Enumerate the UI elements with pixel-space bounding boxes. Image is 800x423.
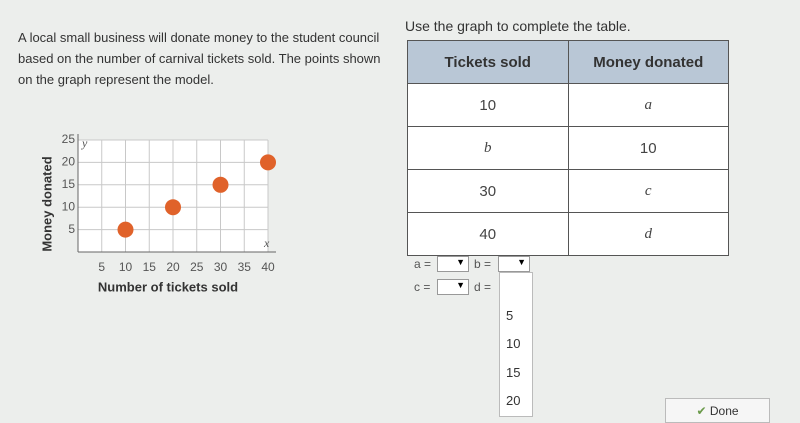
y-tick-label: 20 bbox=[62, 155, 76, 169]
y-tick-label: 15 bbox=[62, 177, 76, 191]
dropdown-option[interactable]: 5 bbox=[506, 308, 514, 323]
x-variable: x bbox=[263, 236, 270, 250]
x-tick-label: 15 bbox=[143, 260, 157, 274]
y-tick-label: 10 bbox=[62, 199, 76, 213]
dropdown-option[interactable]: 15 bbox=[506, 365, 521, 380]
y-tick-label: 25 bbox=[62, 132, 76, 146]
dropdown[interactable]: ▼ bbox=[498, 256, 530, 272]
instruction: Use the graph to complete the table. bbox=[405, 18, 631, 34]
table-cell: 30 bbox=[407, 169, 569, 213]
dropdown-option[interactable]: 20 bbox=[506, 393, 521, 408]
data-point bbox=[165, 199, 181, 216]
table-cell: b bbox=[407, 126, 569, 170]
problem-text: A local small business will donate money… bbox=[18, 30, 381, 87]
answer-label: b = bbox=[474, 257, 492, 271]
graph: 5 10 15 20 25 30 35 40 5 10 15 20 25 x y Number of tick… bbox=[39, 132, 276, 294]
data-point bbox=[212, 176, 229, 193]
table-cell: 40 bbox=[407, 212, 569, 256]
table-cell: 10 bbox=[567, 126, 729, 170]
dropdown-option[interactable]: 10 bbox=[506, 336, 521, 351]
x-tick-label: 25 bbox=[190, 260, 204, 274]
answer-label: a = bbox=[414, 257, 432, 271]
table-cell: c bbox=[567, 169, 729, 213]
data-point bbox=[260, 154, 276, 171]
y-tick-label: 5 bbox=[68, 222, 75, 236]
y-axis-label: Money donated bbox=[39, 156, 54, 251]
done-label: Done bbox=[709, 404, 739, 418]
answer-label: d = bbox=[474, 280, 492, 294]
x-tick-label: 40 bbox=[261, 260, 275, 274]
table-header: Tickets sold bbox=[407, 40, 569, 84]
x-axis-label: Number of tickets sold bbox=[98, 279, 238, 294]
done-button[interactable]: ✔ Done bbox=[665, 398, 770, 423]
answer-label: c = bbox=[414, 280, 431, 294]
table-cell: d bbox=[567, 212, 729, 256]
table-cell: 10 bbox=[407, 83, 569, 127]
x-tick-label: 20 bbox=[166, 260, 180, 274]
x-tick-label: 10 bbox=[119, 260, 133, 274]
x-tick-label: 30 bbox=[214, 260, 228, 274]
table-header: Money donated bbox=[567, 40, 729, 84]
data-point bbox=[117, 221, 134, 238]
table-cell: a bbox=[567, 83, 729, 127]
y-variable: y bbox=[81, 136, 88, 150]
x-tick-label: 35 bbox=[238, 260, 252, 274]
dropdown-menu: 5 10 15 20 bbox=[499, 272, 533, 417]
dropdown[interactable]: ▼ bbox=[437, 279, 469, 295]
dropdown[interactable]: ▼ bbox=[437, 256, 469, 272]
x-tick-label: 5 bbox=[98, 260, 105, 274]
answer-table: Tickets sold Money donated 10 a b 10 30 c 40… bbox=[407, 40, 729, 256]
